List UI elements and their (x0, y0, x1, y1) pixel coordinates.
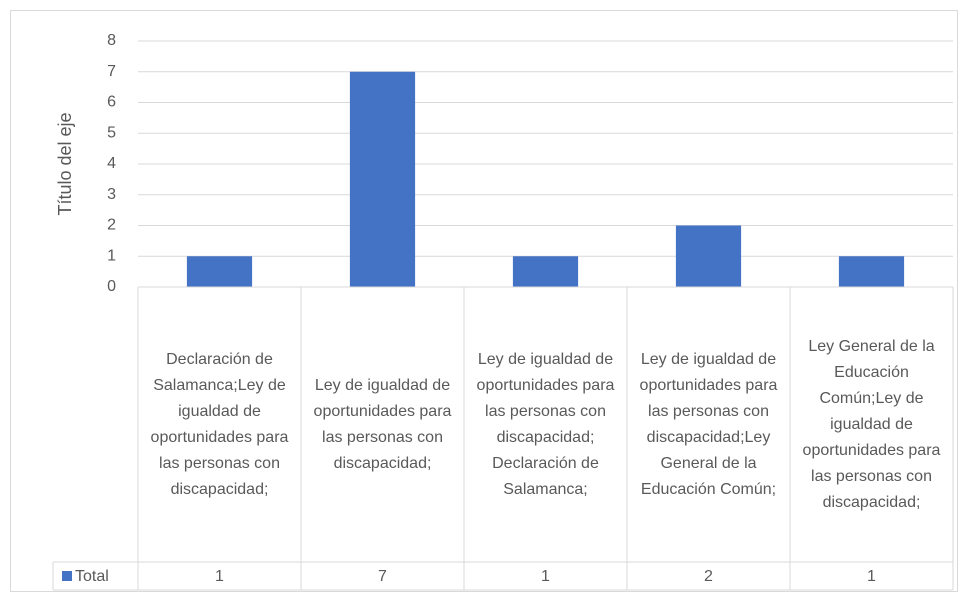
data-table-value: 7 (378, 568, 387, 585)
y-tick-label: 4 (107, 155, 116, 172)
x-tick-label: Ley de igualdad de oportunidades para la… (639, 350, 778, 498)
legend-label: Total (75, 568, 109, 585)
data-table-value: 1 (867, 568, 876, 585)
x-tick-label: Ley de igualdad de oportunidades para la… (313, 376, 452, 472)
bar (186, 256, 253, 287)
x-tick-label: Ley de igualdad de oportunidades para la… (476, 350, 615, 498)
y-axis-title: Título del eje (55, 112, 75, 215)
y-tick-label: 5 (107, 124, 116, 141)
y-tick-label: 0 (107, 278, 116, 295)
y-tick-label: 7 (107, 63, 116, 80)
x-tick-label: Ley General de la Educación Común;Ley de… (802, 337, 941, 511)
bar (838, 256, 905, 287)
bar (512, 256, 579, 287)
data-table-value: 1 (541, 568, 550, 585)
x-tick-label: Declaración de Salamanca;Ley de igualdad… (150, 350, 289, 498)
bar (675, 225, 742, 287)
y-tick-label: 1 (107, 247, 116, 264)
legend-swatch (62, 571, 72, 581)
y-tick-label: 3 (107, 186, 116, 203)
y-tick-label: 6 (107, 94, 116, 111)
y-tick-label: 2 (107, 217, 116, 234)
chart-border (10, 10, 958, 592)
y-tick-label: 8 (107, 32, 116, 49)
data-table-value: 1 (215, 568, 224, 585)
bar (349, 71, 416, 287)
data-table-value: 2 (704, 568, 713, 585)
